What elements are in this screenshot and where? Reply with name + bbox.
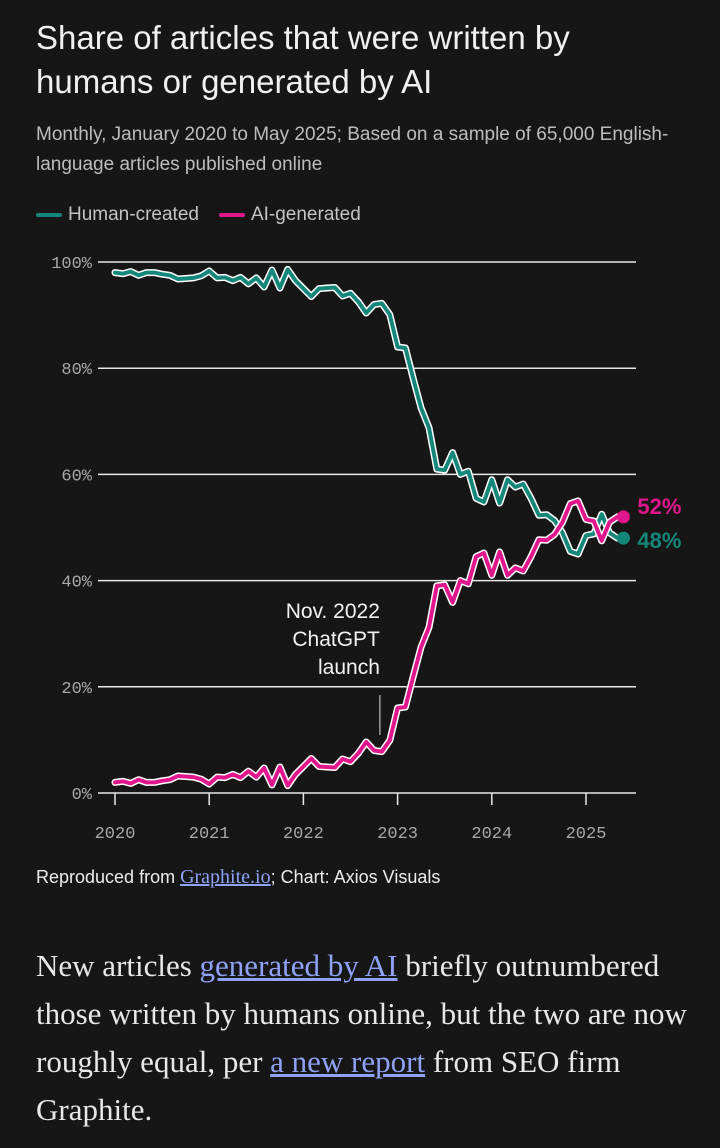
y-tick-label-4: 80% [61,361,92,380]
x-tick-label-5: 2025 [566,825,607,844]
y-tick-label-3: 60% [61,467,92,486]
chart-subtitle: Monthly, January 2020 to May 2025; Based… [36,124,669,175]
chart-title: Share of articles that were written by h… [36,19,570,100]
new-report-link[interactable]: a new report [270,1044,426,1079]
endpoint-ai [616,510,630,524]
series-line-human [113,267,620,556]
y-tick-label-5: 100% [51,255,93,274]
legend-label-ai: AI-generated [250,204,361,225]
legend-swatch-ai [218,213,245,217]
y-tick-label-0: 0% [72,786,93,805]
x-tick-label-3: 2023 [377,825,418,844]
annotation-line-1: ChatGPT [292,628,380,651]
annotation-line-2: launch [318,656,380,679]
legend-swatch-human [36,213,62,217]
y-tick-label-1: 20% [61,680,92,699]
source-suffix: ; Chart: Axios Visuals [270,867,441,887]
article-paragraph: New articles generated by AI briefly out… [36,942,696,1134]
x-tick-label-4: 2024 [471,825,512,844]
x-tick-label-0: 2020 [95,825,136,844]
series-line-ai [113,498,620,788]
chart-legend: Human-created AI-generated [36,204,381,226]
legend-item-ai: AI-generated [218,204,361,226]
x-tick-label-1: 2021 [189,825,230,844]
endpoint-human [616,531,630,545]
end-label-ai: 52% [637,494,681,519]
legend-label-human: Human-created [68,204,199,225]
source-prefix: Reproduced from [36,867,181,887]
line-chart: 0% 20% 40% 60% 80% 100% 2020 2021 2022 2023 2024 20… [51,255,683,844]
generated-by-ai-link[interactable]: generated by AI [199,948,398,983]
article-text-2: briefly outnumbered those written by hum… [36,948,687,1079]
x-tick-label-2: 2022 [283,825,324,844]
end-label-human: 48% [637,528,681,553]
source-link[interactable]: Graphite.io [180,866,271,888]
article-text-3: from SEO firm Graphite. [36,1044,621,1127]
legend-item-human: Human-created [36,204,199,226]
annotation-line-0: Nov. 2022 [286,600,380,623]
chart-source: Reproduced from Graphite.io; Chart: Axio… [36,866,440,889]
article-text-1: New articles [36,948,200,983]
y-tick-label-2: 40% [61,574,92,593]
